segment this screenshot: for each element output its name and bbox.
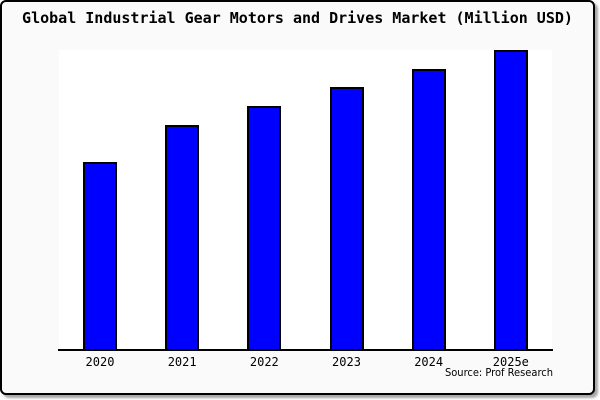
- chart-frame: Global Industrial Gear Motors and Drives…: [0, 0, 595, 395]
- bar-2021: [165, 125, 200, 350]
- x-tick-label-2022: 2022: [249, 355, 279, 369]
- bar-2024: [411, 69, 446, 350]
- bar-2020: [83, 162, 118, 350]
- plot-area: [58, 50, 553, 351]
- x-axis-line: [58, 349, 553, 351]
- x-tick-label-2024: 2024: [414, 355, 444, 369]
- x-tick-label-2023: 2023: [332, 355, 361, 369]
- x-tick-label-2021: 2021: [167, 355, 197, 369]
- bar-2025e: [493, 50, 528, 350]
- x-axis-labels: 2020 2021 2022 2023 2024 2025e: [59, 355, 552, 371]
- x-tick-label-2025e: 2025e: [492, 355, 529, 369]
- bar-2022: [247, 106, 282, 350]
- bar-2023: [329, 87, 364, 350]
- source-note: Source: Prof Research: [444, 366, 553, 379]
- chart-title: Global Industrial Gear Motors and Drives…: [22, 9, 573, 27]
- x-tick-label-2020: 2020: [85, 355, 115, 369]
